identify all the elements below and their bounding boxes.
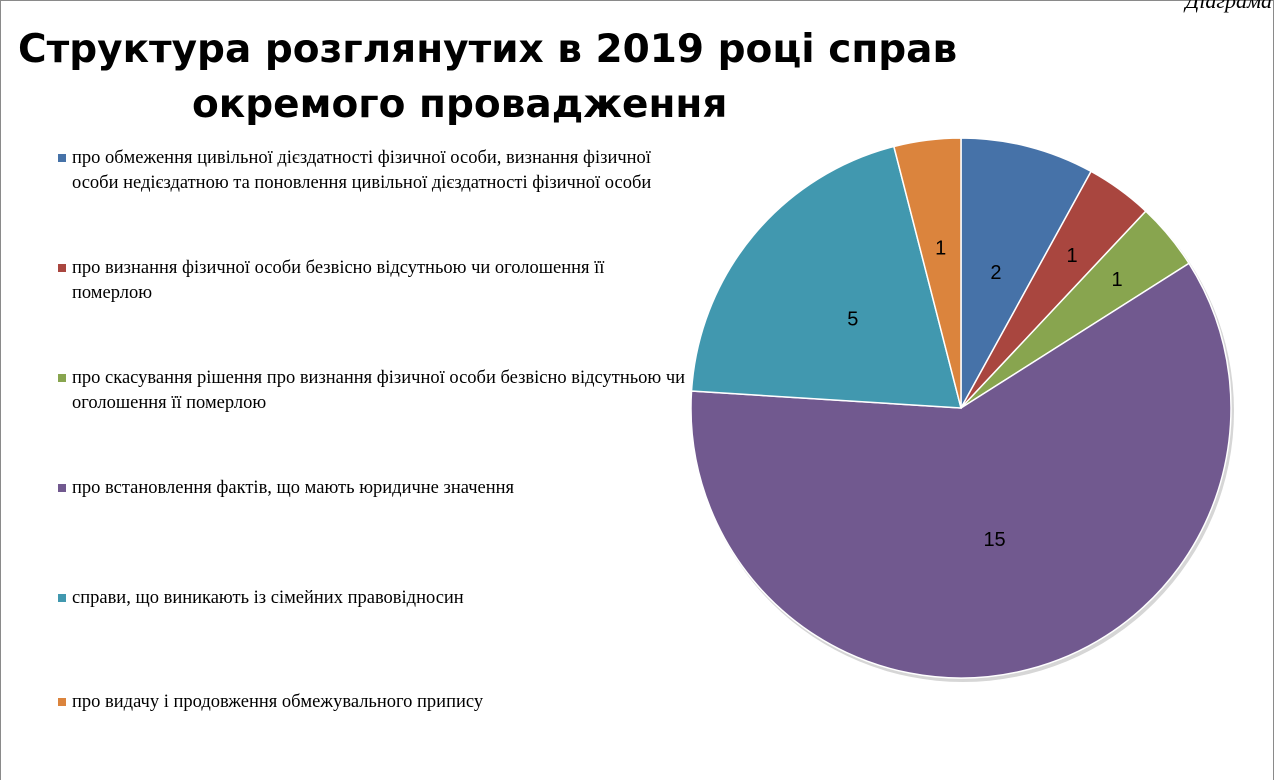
pie-slice (960, 137, 1093, 409)
pie-data-label: 1 (935, 237, 946, 259)
legend-label: про скасування рішення про визнання фізи… (72, 368, 686, 413)
legend-item: справи, що виникають із сімейних правові… (58, 586, 686, 611)
legend-swatch (58, 154, 66, 162)
pie-slice (690, 145, 962, 409)
pie-data-label: 2 (990, 262, 1001, 284)
legend-label: про видачу і продовження обмежувального … (72, 692, 484, 712)
legend-item: про визнання фізичної особи безвісно від… (58, 256, 686, 306)
corner-label: Діаграма (1185, 0, 1272, 13)
legend-swatch (58, 594, 66, 602)
pie-slice (690, 262, 1232, 679)
legend-label: про визнання фізичної особи безвісно від… (72, 258, 605, 303)
chart-title: Структура розглянутих в 2019 році справ … (18, 22, 1018, 132)
pie-data-label: 15 (983, 529, 1005, 551)
legend-swatch (58, 374, 66, 382)
chart-title-line-2: окремого провадження (192, 82, 728, 127)
legend-label: про встановлення фактів, що мають юридич… (72, 478, 515, 498)
pie-data-label: 1 (1067, 245, 1078, 267)
legend-label: про обмеження цивільної дієздатності фіз… (72, 148, 652, 193)
pie-data-label: 5 (847, 309, 858, 331)
legend-item: про видачу і продовження обмежувального … (58, 690, 686, 715)
pie-data-label: 1 (1111, 269, 1122, 291)
legend-label: справи, що виникають із сімейних правові… (72, 588, 464, 608)
legend-item: про обмеження цивільної дієздатності фіз… (58, 146, 686, 196)
chart-title-line-1: Структура розглянутих в 2019 році справ (18, 27, 958, 72)
legend-item: про скасування рішення про визнання фізи… (58, 366, 686, 416)
pie-slice (892, 137, 962, 409)
legend-swatch (58, 264, 66, 272)
legend-swatch (58, 484, 66, 492)
legend-item: про встановлення фактів, що мають юридич… (58, 476, 686, 501)
legend-swatch (58, 698, 66, 706)
